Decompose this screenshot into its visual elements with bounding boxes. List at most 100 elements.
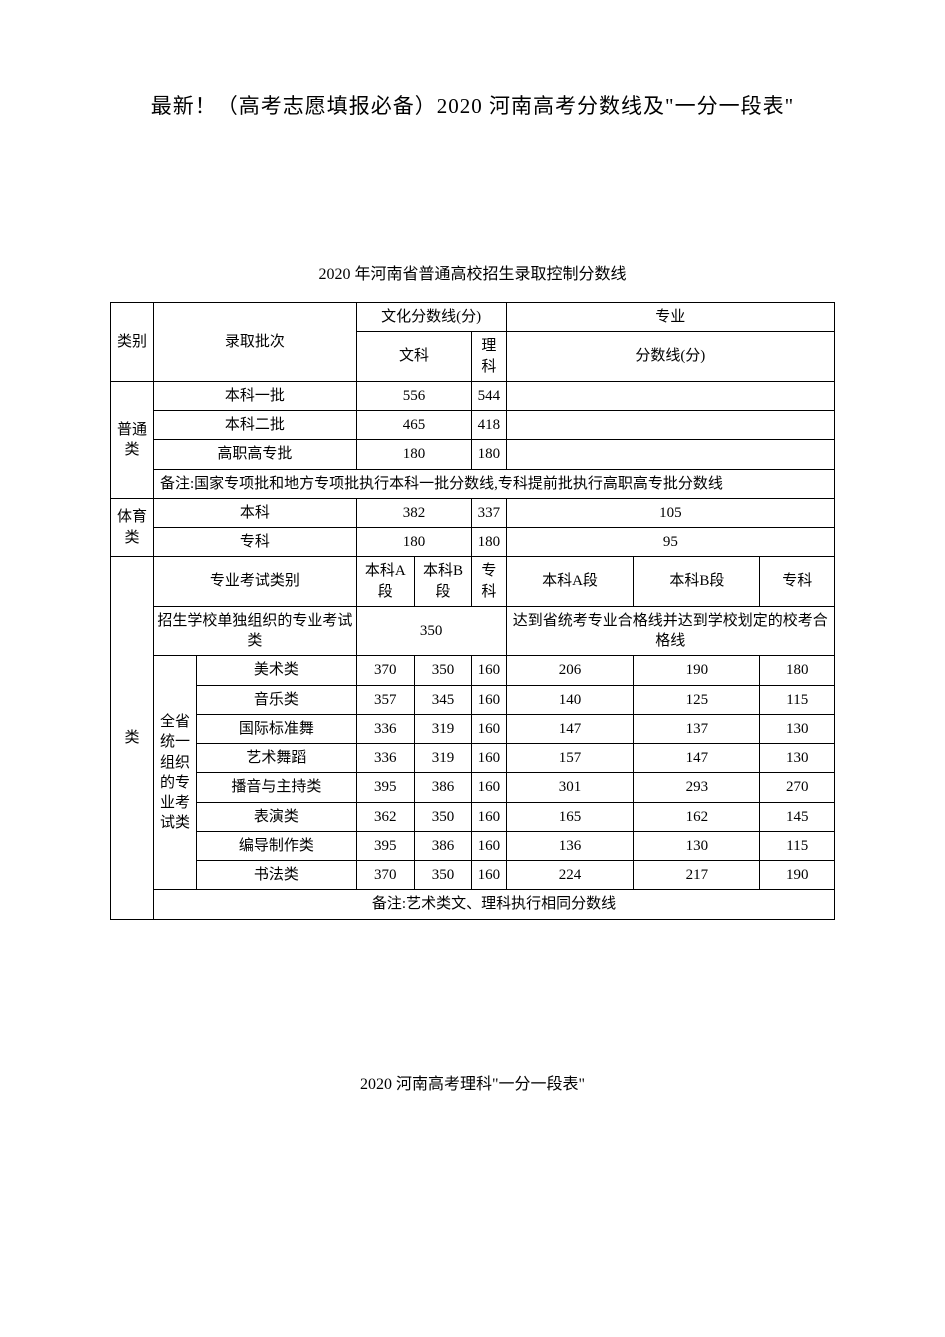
art-note: 备注:艺术类文、理科执行相同分数线 xyxy=(154,890,835,919)
art-school-org: 招生学校单独组织的专业考试类 xyxy=(154,606,357,656)
art-r3-mc: 130 xyxy=(760,744,835,773)
art-seg-c1: 专科 xyxy=(472,557,506,607)
tiyu-label: 体育类 xyxy=(111,498,154,557)
putong-row-1: 普通类 本科一批 556 544 xyxy=(111,381,835,410)
art-prov-org: 全省统一组织的专业考试类 xyxy=(154,656,197,890)
tiyu-row-2: 专科 180 180 95 xyxy=(111,528,835,557)
header-row-1: 类别 录取批次 文化分数线(分) 专业 xyxy=(111,303,835,332)
putong-r2-major xyxy=(506,440,834,469)
tiyu-r0-li: 337 xyxy=(472,498,506,527)
art-r0: 全省统一组织的专业考试类 美术类 370 350 160 206 190 180 xyxy=(111,656,835,685)
art-r0-b: 350 xyxy=(414,656,471,685)
putong-r1-li: 418 xyxy=(472,411,506,440)
art-r5-a: 362 xyxy=(356,802,414,831)
putong-note-row: 备注:国家专项批和地方专项批执行本科一批分数线,专科提前批执行高职高专批分数线 xyxy=(111,469,835,498)
putong-r0-wen: 556 xyxy=(356,381,472,410)
art-r6-mb: 130 xyxy=(634,831,760,860)
main-title: 最新！（高考志愿填报必备）2020 河南高考分数线及"一分一段表" xyxy=(110,90,835,120)
art-r0-mb: 190 xyxy=(634,656,760,685)
art-r1-name: 音乐类 xyxy=(197,685,357,714)
putong-r0-major xyxy=(506,381,834,410)
art-r3-a: 336 xyxy=(356,744,414,773)
art-r5-ma: 165 xyxy=(506,802,634,831)
art-r0-name: 美术类 xyxy=(197,656,357,685)
art-r0-c: 160 xyxy=(472,656,506,685)
art-r1-b: 345 xyxy=(414,685,471,714)
putong-r2-name: 高职高专批 xyxy=(154,440,357,469)
art-r3-ma: 157 xyxy=(506,744,634,773)
art-r4-c: 160 xyxy=(472,773,506,802)
score-table: 类别 录取批次 文化分数线(分) 专业 文科 理科 分数线(分) 普通类 本科一… xyxy=(110,302,835,920)
art-note-row: 备注:艺术类文、理科执行相同分数线 xyxy=(111,890,835,919)
art-r2-mc: 130 xyxy=(760,714,835,743)
col-wen: 文科 xyxy=(356,332,472,382)
col-li: 理科 xyxy=(472,332,506,382)
col-category: 类别 xyxy=(111,303,154,382)
tiyu-r0-major: 105 xyxy=(506,498,834,527)
art-r6-b: 386 xyxy=(414,831,471,860)
art-r2-mb: 137 xyxy=(634,714,760,743)
art-exam-type: 专业考试类别 xyxy=(154,557,357,607)
art-r4-b: 386 xyxy=(414,773,471,802)
art-r7-mb: 217 xyxy=(634,861,760,890)
tiyu-r1-li: 180 xyxy=(472,528,506,557)
art-r3-name: 艺术舞蹈 xyxy=(197,744,357,773)
art-school-major: 达到省统考专业合格线并达到学校划定的校考合格线 xyxy=(506,606,834,656)
putong-row-2: 本科二批 465 418 xyxy=(111,411,835,440)
tiyu-r1-wen: 180 xyxy=(356,528,472,557)
art-seg-a1: 本科A段 xyxy=(356,557,414,607)
document-page: 最新！（高考志愿填报必备）2020 河南高考分数线及"一分一段表" 2020 年… xyxy=(0,0,945,1154)
art-r5-name: 表演类 xyxy=(197,802,357,831)
art-r0-ma: 206 xyxy=(506,656,634,685)
col-major-top: 专业 xyxy=(506,303,834,332)
art-r4-mb: 293 xyxy=(634,773,760,802)
putong-r2-li: 180 xyxy=(472,440,506,469)
putong-note: 备注:国家专项批和地方专项批执行本科一批分数线,专科提前批执行高职高专批分数线 xyxy=(154,469,835,498)
art-r6-mc: 115 xyxy=(760,831,835,860)
tiyu-r0-wen: 382 xyxy=(356,498,472,527)
art-r7: 书法类 370 350 160 224 217 190 xyxy=(111,861,835,890)
art-r4-name: 播音与主持类 xyxy=(197,773,357,802)
art-header-row: 类 专业考试类别 本科A段 本科B段 专科 本科A段 本科B段 专科 xyxy=(111,557,835,607)
putong-r1-name: 本科二批 xyxy=(154,411,357,440)
art-r7-name: 书法类 xyxy=(197,861,357,890)
table1-title: 2020 年河南省普通高校招生录取控制分数线 xyxy=(110,260,835,284)
art-r5-b: 350 xyxy=(414,802,471,831)
art-seg-a2: 本科A段 xyxy=(506,557,634,607)
sub-title: 2020 河南高考理科"一分一段表" xyxy=(110,1070,835,1094)
putong-r0-li: 544 xyxy=(472,381,506,410)
col-batch: 录取批次 xyxy=(154,303,357,382)
art-r0-mc: 180 xyxy=(760,656,835,685)
art-r1-mb: 125 xyxy=(634,685,760,714)
art-r2: 国际标准舞 336 319 160 147 137 130 xyxy=(111,714,835,743)
art-r5-mc: 145 xyxy=(760,802,835,831)
art-r3-c: 160 xyxy=(472,744,506,773)
art-school-row: 招生学校单独组织的专业考试类 350 达到省统考专业合格线并达到学校划定的校考合… xyxy=(111,606,835,656)
art-r6-c: 160 xyxy=(472,831,506,860)
art-r1-mc: 115 xyxy=(760,685,835,714)
art-r2-a: 336 xyxy=(356,714,414,743)
art-r1: 音乐类 357 345 160 140 125 115 xyxy=(111,685,835,714)
art-r2-ma: 147 xyxy=(506,714,634,743)
art-r1-a: 357 xyxy=(356,685,414,714)
art-r7-a: 370 xyxy=(356,861,414,890)
art-r6-name: 编导制作类 xyxy=(197,831,357,860)
tiyu-r1-name: 专科 xyxy=(154,528,357,557)
art-r0-a: 370 xyxy=(356,656,414,685)
art-r6-ma: 136 xyxy=(506,831,634,860)
art-seg-c2: 专科 xyxy=(760,557,835,607)
art-seg-b1: 本科B段 xyxy=(414,557,471,607)
art-r7-b: 350 xyxy=(414,861,471,890)
art-r7-mc: 190 xyxy=(760,861,835,890)
art-school-score: 350 xyxy=(356,606,506,656)
art-r2-b: 319 xyxy=(414,714,471,743)
col-major-line: 分数线(分) xyxy=(506,332,834,382)
putong-r1-major xyxy=(506,411,834,440)
tiyu-row-1: 体育类 本科 382 337 105 xyxy=(111,498,835,527)
art-r2-name: 国际标准舞 xyxy=(197,714,357,743)
art-r1-c: 160 xyxy=(472,685,506,714)
art-r6-a: 395 xyxy=(356,831,414,860)
art-label: 类 xyxy=(111,557,154,919)
art-r3: 艺术舞蹈 336 319 160 157 147 130 xyxy=(111,744,835,773)
art-r4-ma: 301 xyxy=(506,773,634,802)
